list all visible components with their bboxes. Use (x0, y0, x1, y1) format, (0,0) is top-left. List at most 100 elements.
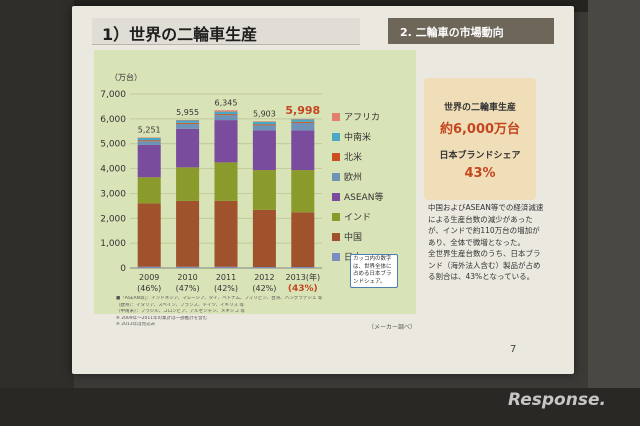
bar-segment (214, 115, 238, 121)
footnote-line: ■「ASEAN等」：インドネシア、マレーシア、タイ、ベトナム、フィリピン、台湾、… (116, 296, 323, 301)
legend-label: 中南米 (344, 131, 371, 143)
legend-label: 欧州 (344, 171, 362, 183)
share-label: (43%) (288, 284, 318, 294)
bar-segment (176, 123, 200, 129)
y-tick-label: 3,000 (100, 189, 126, 199)
bar-segment (291, 119, 315, 122)
bar-total-label: 5,998 (285, 104, 320, 117)
projection-screen: 1）世界の二輪車生産 2. 二輪車の市場動向 0 1,000 2,000 3,000 4… (72, 6, 574, 374)
bar-segment (137, 137, 161, 141)
y-tick-label: 5,000 (100, 140, 126, 150)
bar-segment (176, 167, 200, 201)
section-label: 2. 二輪車の市場動向 (400, 26, 504, 39)
info-box-title: 世界の二輪車生産 (443, 103, 516, 113)
bar-segment (252, 170, 276, 210)
bar-segment (291, 212, 315, 268)
y-tick-label: 0 (120, 264, 126, 274)
source-note: （メーカー調べ） (368, 324, 417, 331)
share-label: (47%) (176, 284, 200, 293)
bar-segment (176, 200, 200, 267)
bar-segment (252, 130, 276, 171)
x-tick-label: 2009 (139, 273, 159, 282)
bar-segment (214, 162, 238, 201)
legend-swatch (332, 153, 340, 161)
bar-segment (214, 114, 238, 116)
share-label: (42%) (252, 284, 276, 293)
bar-segment (252, 209, 276, 268)
bar-total-label: 5,955 (176, 108, 199, 117)
x-tick-label: 2012 (254, 273, 274, 282)
description-paragraph: 中国およびASEAN等での経済減速による生産台数の減少があったが、インドで約11… (428, 203, 544, 247)
bar-total-label: 5,903 (253, 109, 276, 118)
legend-label: 中国 (344, 231, 362, 243)
bar-segment (214, 200, 238, 267)
bar-segment (291, 122, 315, 131)
bar-segment (176, 119, 200, 121)
legend-label: アフリカ (344, 112, 380, 123)
legend-swatch (332, 233, 340, 241)
footnote-line: ※ 2013年は見込み (116, 322, 156, 327)
bar-segment (214, 111, 238, 115)
bar-segment (137, 140, 161, 142)
description: 中国およびASEAN等での経済減速による生産台数の減少があったが、インドで約11… (428, 202, 544, 283)
footnotes: ■「ASEAN等」：インドネシア、マレーシア、タイ、ベトナム、フィリピン、台湾、… (116, 296, 356, 329)
bar-segment (176, 266, 200, 268)
bar-segment (291, 118, 315, 120)
y-tick-label: 7,000 (100, 90, 126, 100)
bar-segment (252, 124, 276, 126)
description-paragraph: 全世界生産台数のうち、日本ブランド（海外法人含む）製品が占める割合は、43%とな… (428, 249, 541, 281)
share-callout: カッコ内の数字は、世界全体に占める日本ブランドシェア。 (350, 254, 398, 288)
slide-title: 1）世界の二輪車生産 (102, 25, 258, 44)
stacked-bar-chart: 0 1,000 2,000 3,000 4,000 5,000 6,000 7,000 （万台）… (100, 72, 383, 294)
legend-label: ASEAN等 (344, 191, 383, 203)
section-tab: 2. 二輪車の市場動向 (388, 18, 554, 44)
bar-segment (252, 121, 276, 122)
bar-segment (137, 137, 161, 138)
bar-segment (214, 120, 238, 163)
footnote-line: （中南米）：ブラジル、コロンビア、アルゼンチン、メキシコ 等 (116, 309, 245, 314)
y-tick-label: 2,000 (100, 214, 126, 224)
y-tick-label: 1,000 (100, 239, 126, 249)
legend-swatch (332, 213, 340, 221)
bar-segment (214, 266, 238, 268)
legend-label: 北米 (344, 151, 362, 163)
bar-segment (137, 144, 161, 178)
bar-segment (291, 130, 315, 171)
legend-swatch (332, 133, 340, 141)
y-axis-label: （万台） (110, 72, 142, 82)
bar-segment (291, 121, 315, 123)
bar-total-label: 5,251 (138, 125, 161, 134)
share-label: (42%) (214, 284, 238, 293)
bar-segment (137, 203, 161, 267)
legend-swatch (332, 193, 340, 201)
x-tick-label: 2013(年) (285, 272, 320, 282)
legend-swatch (332, 173, 340, 181)
bar-segment (252, 267, 276, 268)
y-tick-label: 6,000 (100, 115, 126, 125)
room-wall-left (0, 0, 74, 426)
bar-segment (291, 267, 315, 268)
legend-swatch (332, 113, 340, 121)
info-box-total: 約6,000万台 (439, 122, 521, 137)
info-box: 世界の二輪車生産 約6,000万台 日本ブランドシェア 43% (424, 78, 536, 200)
bar-segment (137, 177, 161, 204)
x-tick-label: 2010 (177, 273, 197, 282)
y-tick-label: 4,000 (100, 165, 126, 175)
footnote-line: （欧州）：イタリア、スペイン、フランス、ドイツ、イギリス 等 (116, 302, 245, 308)
legend-label: インド (344, 213, 371, 223)
chart-panel: 0 1,000 2,000 3,000 4,000 5,000 6,000 7,000 （万台）… (94, 50, 416, 314)
legend-swatch (332, 253, 340, 261)
footnote-line: ※ 2009年〜2011年の集計は一部推計を含む (116, 315, 208, 321)
bar-segment (214, 110, 238, 112)
bar-total-label: 6,345 (215, 98, 238, 107)
bar-segment (291, 170, 315, 213)
page-number: 7 (510, 344, 517, 355)
bar-segment (137, 266, 161, 268)
bar-segment (252, 121, 276, 125)
room-floor (0, 388, 640, 426)
room-wall-right (588, 0, 640, 426)
info-box-share: 43% (464, 166, 496, 181)
watermark-logo: Response. (508, 390, 606, 410)
bar-segment (252, 125, 276, 131)
info-box-share-title: 日本ブランドシェア (439, 151, 521, 161)
